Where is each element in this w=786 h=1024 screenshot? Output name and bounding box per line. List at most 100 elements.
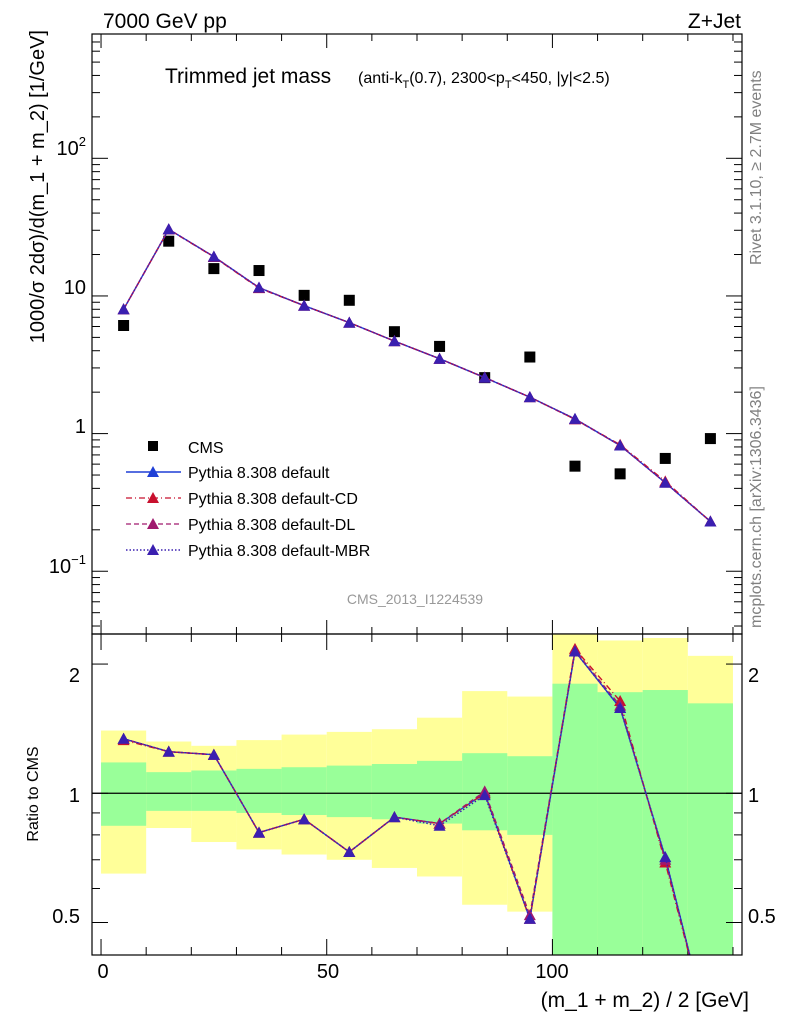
uncertainty-band-inner <box>507 756 553 835</box>
ratio-point-pythia-8-308-default-mbr <box>614 702 627 714</box>
data-point-cms <box>659 452 671 464</box>
subtitle-part-3: <450, |y|<2.5) <box>512 70 610 87</box>
legend-label-cms: CMS <box>188 440 224 457</box>
uncertainty-band-inner <box>326 765 372 818</box>
ratio-ytick-right-0.5: 0.5 <box>748 906 776 928</box>
uncertainty-band-inner <box>146 772 192 811</box>
series-pythia-8-308-default-mbr <box>117 223 717 527</box>
ratio-ytick-left-0.5: 0.5 <box>52 906 80 928</box>
data-point-cms <box>388 326 400 338</box>
data-point-pythia-8-308-default-mbr <box>478 371 491 383</box>
legend-label-cd: Pythia 8.308 default-CD <box>188 491 358 508</box>
data-point-pythia-8-308-default-mbr <box>343 316 356 328</box>
main-ylabel: 1000/σ 2dσ)/d(m_1 + m_2) [1/GeV] <box>27 30 49 343</box>
ratio-point-pythia-8-308-default-mbr <box>343 845 356 857</box>
data-point-pythia-8-308-default-mbr <box>433 352 446 364</box>
data-point-pythia-8-308-default-mbr <box>207 250 220 262</box>
ratio-ytick-left-2: 2 <box>69 665 80 687</box>
legend-marker-mbr <box>147 544 159 555</box>
legend-label-mbr: Pythia 8.308 default-MBR <box>188 543 370 560</box>
data-point-pythia-8-308-default-mbr <box>614 439 627 451</box>
data-point-pythia-8-308-default-mbr <box>388 335 401 347</box>
ratio-line-pythia-8-308-default-dl <box>123 648 691 955</box>
main-title: Trimmed jet mass <box>165 65 331 88</box>
data-point-cms <box>208 263 220 275</box>
ratio-point-pythia-8-308-default-mbr <box>568 645 581 657</box>
ratio-point-pythia-8-308-default-mbr <box>253 826 266 838</box>
ratio-point-pythia-8-308-default-mbr <box>207 748 220 760</box>
header-right: Z+Jet <box>688 10 741 33</box>
ratio-point-pythia-8-308-default-mbr <box>659 851 672 863</box>
ytick-label-100: 102 <box>57 134 86 160</box>
subtitle-part-1: (anti-k <box>358 70 403 87</box>
data-point-pythia-8-308-default-mbr <box>298 299 311 311</box>
data-point-pythia-8-308-default-mbr <box>704 515 717 527</box>
uncertainty-band-inner <box>101 762 147 826</box>
ratio-ticks <box>92 634 742 955</box>
main-ticks <box>92 33 742 634</box>
uncertainty-band-inner <box>281 767 327 816</box>
legend-label-dl: Pythia 8.308 default-DL <box>188 517 355 534</box>
data-point-cms <box>253 265 265 277</box>
data-point-cms <box>704 433 716 445</box>
data-point-cms <box>343 294 355 306</box>
ratio-line-pythia-8-308-default-mbr <box>123 649 691 955</box>
data-point-pythia-8-308-default-mbr <box>117 303 130 315</box>
legend-marker-default <box>147 466 159 477</box>
legend-marker-dl <box>147 518 159 529</box>
data-point-pythia-8-308-default-mbr <box>523 391 536 403</box>
ratio-ylabel: Ratio to CMS <box>25 746 42 841</box>
xtick-label-0: 0 <box>97 961 108 983</box>
data-point-pythia-8-308-default-mbr <box>568 412 581 424</box>
data-point-cms <box>569 460 581 472</box>
main-panel <box>92 33 742 634</box>
watermark: CMS_2013_I1224539 <box>347 591 483 607</box>
legend-label-default: Pythia 8.308 default <box>188 465 330 482</box>
xlabel: (m_1 + m_2) / 2 [GeV] <box>541 989 749 1012</box>
xtick-label-100: 100 <box>535 961 568 983</box>
ratio-point-pythia-8-308-default-mbr <box>478 789 491 801</box>
ytick-0.1-base: 10 <box>49 556 71 578</box>
ratio-point-pythia-8-308-default-mbr <box>162 745 175 757</box>
ytick-label-10: 10 <box>64 277 86 299</box>
series-line-pythia-8-308-default-mbr <box>122 228 711 522</box>
data-point-cms <box>118 320 130 332</box>
ratio-panel <box>92 634 742 955</box>
data-point-cms <box>163 235 175 247</box>
uncertainty-band-inner <box>597 692 643 955</box>
data-point-pythia-8-308-default-mbr <box>162 223 175 235</box>
uncertainty-band-inner <box>417 760 463 824</box>
uncertainty-band-inner <box>191 770 237 811</box>
legend: CMS Pythia 8.308 default Pythia 8.308 de… <box>126 440 370 560</box>
rivet-label: Rivet 3.1.10, ≥ 2.7M events <box>748 70 765 265</box>
ratio-point-pythia-8-308-default-mbr <box>388 811 401 823</box>
ytick-100-base: 10 <box>57 138 79 160</box>
legend-marker-cms <box>148 441 158 451</box>
ytick-0.1-exp: −1 <box>71 552 86 567</box>
xtick-label-50: 50 <box>317 961 339 983</box>
ytick-100-exp: 2 <box>79 134 86 149</box>
legend-marker-cd <box>147 492 159 503</box>
main-subtitle: (anti-kT(0.7), 2300<pT<450, |y|<2.5) <box>358 70 610 91</box>
subtitle-sub-2: T <box>505 79 512 91</box>
ratio-frame <box>91 633 743 956</box>
series-cms <box>118 235 716 480</box>
ytick-label-0.1: 10−1 <box>49 552 86 578</box>
ratio-point-pythia-8-308-default-mbr <box>298 813 311 825</box>
ratio-point-pythia-8-308-default-mbr <box>117 732 130 744</box>
data-point-cms <box>524 351 536 363</box>
ratio-ytick-right-2: 2 <box>748 665 759 687</box>
ratio-series-pythia-8-308-default-mbr <box>117 645 691 955</box>
ratio-ytick-right-1: 1 <box>748 785 759 807</box>
data-point-cms <box>434 340 446 352</box>
subtitle-part-2: (0.7), 2300<p <box>409 70 505 87</box>
uncertainty-band-inner <box>371 764 417 820</box>
ytick-label-1: 1 <box>75 416 86 438</box>
ratio-ytick-left-1: 1 <box>69 785 80 807</box>
mcplots-label: mcplots.cern.ch [arXiv:1306.3436] <box>748 386 765 628</box>
ratio-point-pythia-8-308-default-mbr <box>433 819 446 831</box>
ratio-point-pythia-8-308-default-mbr <box>523 912 536 924</box>
uncertainty-band-inner <box>687 703 733 955</box>
subtitle-sub-1: T <box>402 79 409 91</box>
